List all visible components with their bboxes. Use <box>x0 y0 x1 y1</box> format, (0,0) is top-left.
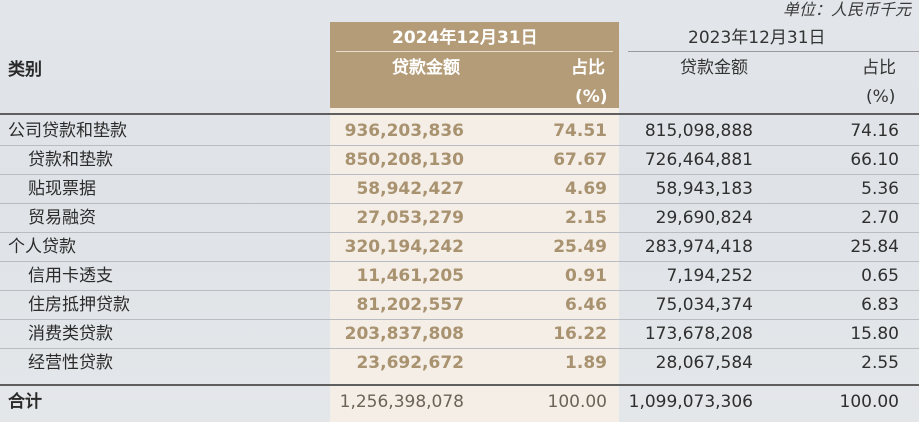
share-2024: 1.89 <box>565 353 607 373</box>
amount-2024: 11,461,205 <box>356 266 464 286</box>
amount-2023: 726,464,881 <box>644 150 753 170</box>
share-2023: 74.16 <box>850 121 899 141</box>
share-2024: 4.69 <box>565 179 607 199</box>
share-2023: 0.65 <box>861 266 899 286</box>
share-2023: 5.36 <box>861 179 899 199</box>
amount-2023: 815,098,888 <box>644 121 753 141</box>
share-2024: 74.51 <box>553 121 607 141</box>
table-row: 经营性贷款 23,692,672 1.89 28,067,584 2.55 <box>0 349 919 378</box>
amount-2023: 58,943,183 <box>655 179 753 199</box>
row-divider <box>0 174 919 175</box>
row-divider <box>0 290 919 291</box>
amount-2024: 58,942,427 <box>356 179 464 199</box>
row-category: 贸易融资 <box>28 208 96 228</box>
share-2023: 6.83 <box>861 295 899 315</box>
amount-2023: 28,067,584 <box>655 353 753 373</box>
row-category: 个人贷款 <box>8 237 76 257</box>
row-divider <box>0 145 919 146</box>
amount-2023-header: 贷款金额 <box>680 58 748 78</box>
amount-2024-header: 贷款金额 <box>392 58 460 78</box>
share-2024-header: 占比 <box>571 58 605 78</box>
amount-2024: 936,203,836 <box>344 121 464 141</box>
amount-2023: 29,690,824 <box>655 208 753 228</box>
table-row: 住房抵押贷款 81,202,557 6.46 75,034,374 6.83 <box>0 291 919 320</box>
table-row: 信用卡透支 11,461,205 0.91 7,194,252 0.65 <box>0 262 919 291</box>
table-row: 公司贷款和垫款 936,203,836 74.51 815,098,888 74… <box>0 117 919 146</box>
amount-2023: 283,974,418 <box>644 237 753 257</box>
row-divider <box>0 232 919 233</box>
total-share-2024: 100.00 <box>547 392 607 412</box>
total-share-2023: 100.00 <box>839 392 899 412</box>
period-2024-header: 2024年12月31日 <box>392 28 538 48</box>
amount-2023: 75,034,374 <box>655 295 753 315</box>
row-divider <box>0 348 919 349</box>
highlight-column-2024 <box>330 108 619 385</box>
row-divider <box>0 319 919 320</box>
share-2024: 25.49 <box>553 237 607 257</box>
share-2023: 66.10 <box>850 150 899 170</box>
row-category: 住房抵押贷款 <box>28 295 130 315</box>
share-2024: 16.22 <box>553 324 607 344</box>
header-divider-2024 <box>336 51 613 52</box>
share-2024: 0.91 <box>565 266 607 286</box>
amount-2024: 81,202,557 <box>356 295 464 315</box>
period-2023-header: 2023年12月31日 <box>688 28 826 48</box>
amount-2024: 203,837,808 <box>344 324 464 344</box>
share-2024-unit: (%) <box>575 87 608 107</box>
total-row: 合计 1,256,398,078 100.00 1,099,073,306 10… <box>0 388 919 417</box>
amount-2024: 27,053,279 <box>356 208 464 228</box>
table-row: 个人贷款 320,194,242 25.49 283,974,418 25.84 <box>0 233 919 262</box>
total-label: 合计 <box>8 392 42 412</box>
category-header: 类别 <box>8 60 42 80</box>
table-row: 贴现票据 58,942,427 4.69 58,943,183 5.36 <box>0 175 919 204</box>
table-row: 贷款和垫款 850,208,130 67.67 726,464,881 66.1… <box>0 146 919 175</box>
header-bottom-rule <box>0 113 919 115</box>
share-2023-unit: (%) <box>866 87 896 107</box>
amount-2023: 7,194,252 <box>666 266 753 286</box>
row-divider <box>0 203 919 204</box>
table-row: 贸易融资 27,053,279 2.15 29,690,824 2.70 <box>0 204 919 233</box>
total-amount-2024: 1,256,398,078 <box>339 392 464 412</box>
table-row: 消费类贷款 203,837,808 16.22 173,678,208 15.8… <box>0 320 919 349</box>
share-2023-header: 占比 <box>862 58 896 78</box>
amount-2024: 850,208,130 <box>344 150 464 170</box>
row-category: 经营性贷款 <box>28 353 113 373</box>
amount-2024: 320,194,242 <box>344 237 464 257</box>
share-2023: 25.84 <box>850 237 899 257</box>
share-2023: 2.55 <box>861 353 899 373</box>
share-2023: 15.80 <box>850 324 899 344</box>
total-amount-2023: 1,099,073,306 <box>628 392 753 412</box>
row-category: 消费类贷款 <box>28 324 113 344</box>
amount-2023: 173,678,208 <box>644 324 753 344</box>
share-2024: 2.15 <box>565 208 607 228</box>
amount-2024: 23,692,672 <box>356 353 464 373</box>
header-divider-2023 <box>628 51 919 52</box>
row-category: 信用卡透支 <box>28 266 113 286</box>
highlight-header-2024 <box>330 22 619 113</box>
row-category: 贷款和垫款 <box>28 150 113 170</box>
row-category: 贴现票据 <box>28 179 96 199</box>
total-top-rule <box>0 384 919 386</box>
share-2024: 6.46 <box>565 295 607 315</box>
unit-note: 单位：人民币千元 <box>782 0 911 19</box>
row-category: 公司贷款和垫款 <box>8 121 127 141</box>
row-divider <box>0 261 919 262</box>
highlight-total-2024 <box>330 386 619 422</box>
share-2023: 2.70 <box>861 208 899 228</box>
share-2024: 67.67 <box>553 150 607 170</box>
